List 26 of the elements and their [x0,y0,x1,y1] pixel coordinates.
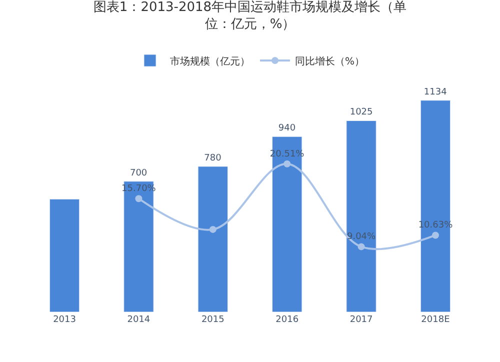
data-label: 9.04% [346,232,376,242]
bar [198,166,228,312]
data-label: 700 [130,168,148,178]
point [432,232,439,239]
data-label: 940 [278,124,296,134]
chart-title: 图表1：2013-2018年中国运动鞋市场规模及增长（单位：亿元，%） [93,0,407,32]
bar [124,181,154,312]
data-label: 1025 [350,108,373,118]
bar [49,198,80,312]
legend-label: 市场规模（亿元） [170,55,250,68]
bar [272,136,302,312]
bar [346,120,376,312]
data-label: 780 [204,153,222,164]
point [135,195,142,202]
data-label: 1134 [424,87,448,98]
point [284,160,291,168]
bar [420,100,451,312]
point [209,226,216,233]
x-tick-label: 2016 [276,315,299,325]
x-tick-label: 2013 [53,315,76,325]
legend-label: 同比增长（%） [295,55,365,68]
x-tick-label: 2017 [350,315,373,325]
x-tick-label: 2014 [127,315,150,325]
x-tick-label: 2018E [421,315,450,325]
x-tick-label: 2015 [201,315,224,325]
point [358,243,365,250]
